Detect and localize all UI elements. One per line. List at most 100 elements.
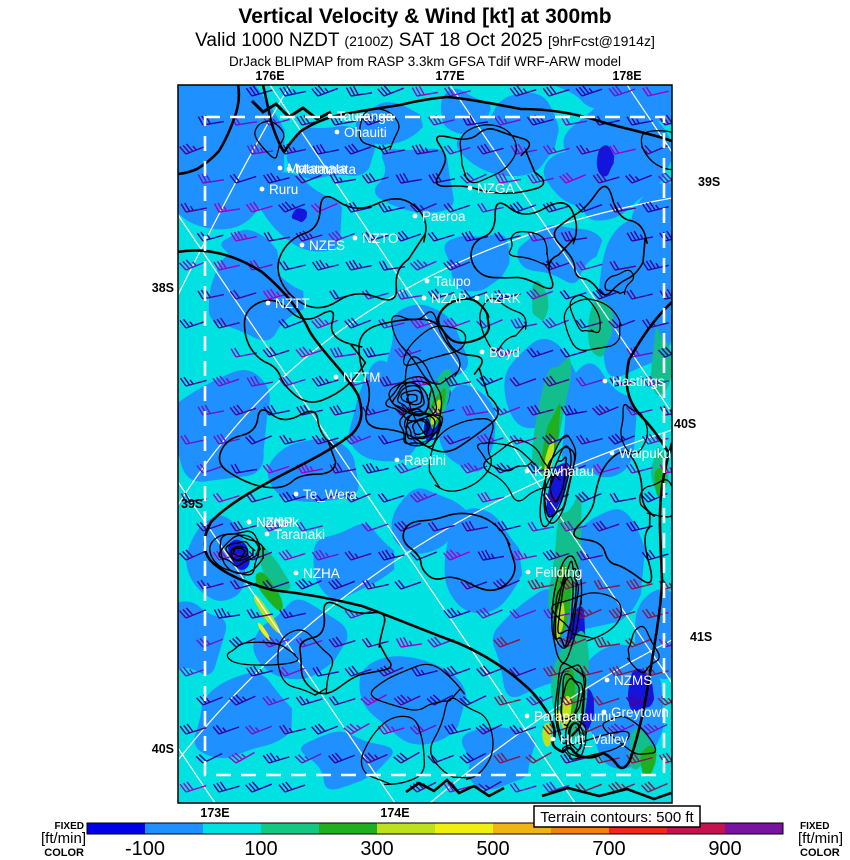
wind-barb (179, 143, 207, 155)
wind-barb (278, 781, 306, 793)
wind-barb (311, 375, 339, 387)
wind-barb (527, 578, 554, 590)
wind-barb (461, 230, 488, 242)
wind-barb (230, 463, 258, 474)
wind-barb (476, 607, 503, 619)
wind-barb (311, 85, 339, 97)
strong-lift-spot (291, 208, 308, 223)
graticule-line (178, 214, 576, 803)
colorbar-outline (86, 822, 784, 835)
updraft-patch (355, 102, 425, 145)
wind-barb (608, 85, 636, 97)
wind-barb (459, 695, 487, 706)
wind-barb (559, 347, 587, 358)
place-dot (293, 491, 299, 497)
place-label: NZHA (303, 566, 340, 581)
place-dot (265, 300, 271, 306)
colorbar-segment (667, 823, 725, 834)
terrain-contour (225, 540, 256, 562)
terrain-contour (508, 230, 550, 266)
wind-barb (475, 723, 503, 735)
lift-band-patch (258, 545, 291, 594)
latitude-label: 38S (152, 281, 174, 295)
wind-barb (328, 578, 356, 590)
terrain-contour (370, 663, 465, 711)
wind-barb (361, 231, 389, 242)
terrain-contour (209, 530, 261, 576)
wind-barb (393, 694, 421, 706)
updraft-patch (631, 182, 672, 264)
colorbar-segment (261, 823, 319, 834)
wind-barb (245, 201, 273, 213)
wind-barb (510, 549, 537, 561)
terrain-contour (569, 294, 601, 334)
terrain-contour (402, 512, 516, 592)
colorbar-tick-label: 700 (592, 838, 625, 860)
wind-barb (212, 781, 240, 793)
wind-barb (443, 665, 471, 677)
place-dot (421, 295, 427, 301)
wind-barb (477, 491, 504, 503)
colorbar-segment (203, 823, 261, 834)
wind-barb (295, 346, 323, 358)
wind-barb (657, 695, 672, 706)
wind-barb (228, 751, 255, 764)
wind-barb (311, 723, 339, 735)
wind-barb (229, 173, 257, 184)
wind-barb (509, 666, 537, 677)
wind-barb (443, 549, 470, 561)
longitude-label: 173E (200, 806, 229, 820)
wind-barb (493, 752, 521, 764)
wind-barb (576, 144, 603, 155)
wind-barb (228, 694, 256, 706)
place-label: Waipukurau (619, 446, 691, 461)
wind-barb (245, 781, 272, 793)
wind-barb (279, 434, 306, 445)
wind-barb (493, 694, 521, 706)
wind-barb (526, 347, 554, 358)
wind-barb (593, 579, 621, 590)
terrain-contour (411, 419, 429, 436)
wind-barb (592, 172, 620, 184)
wind-barb (626, 578, 653, 590)
wind-barb (328, 752, 356, 764)
terrain-contour (428, 418, 494, 492)
wind-barb (329, 404, 356, 416)
place-label: Kawhatau (534, 464, 594, 479)
place-label: Paeroa (422, 209, 466, 224)
wind-barb (494, 115, 521, 126)
wind-barb (377, 85, 404, 97)
wind-barb (394, 462, 422, 474)
wind-barb (279, 724, 306, 735)
wind-barb (525, 751, 552, 764)
place-dot (277, 165, 283, 171)
place-dot (259, 186, 265, 192)
wind-barb (179, 723, 207, 735)
place-label: NZTT (275, 296, 310, 311)
place-dot (352, 235, 358, 241)
wind-barb (509, 201, 537, 213)
place-dot (394, 457, 400, 463)
wind-barb (361, 172, 389, 184)
wind-barb (344, 317, 372, 329)
wind-barb (245, 434, 272, 445)
wind-barb (542, 549, 570, 561)
wind-barb (494, 289, 521, 300)
wind-barb (179, 607, 206, 619)
place-dot (286, 166, 292, 172)
place-label: Paraparaumu (534, 709, 616, 724)
terrain-note: Terrain contours: 500 ft (533, 805, 701, 828)
terrain-contour (391, 311, 461, 385)
wind-barb (278, 318, 306, 329)
wind-barb (279, 260, 306, 271)
colorbar-tick-label: 300 (360, 838, 393, 860)
terrain-contour (232, 547, 246, 558)
wind-barb (574, 491, 602, 503)
colorbar-segment (435, 823, 493, 834)
wind-barb (294, 753, 322, 764)
wind-barb (262, 463, 290, 474)
wind-barb (246, 375, 274, 387)
place-label: Taupo (434, 274, 471, 289)
latitude-label: 40S (152, 742, 174, 756)
south-island-coast (541, 786, 672, 801)
